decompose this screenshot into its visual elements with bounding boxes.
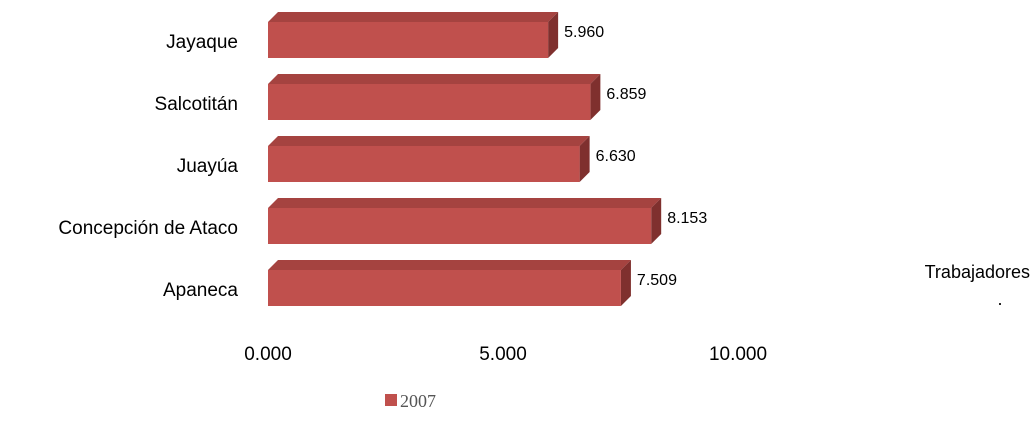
x-axis-title-suffix: . <box>997 289 1002 309</box>
bar <box>268 198 662 244</box>
bar-top-face <box>268 260 631 270</box>
bar-top-face <box>268 198 662 208</box>
category-labels: Apaneca Concepción de Ataco Juayúa Salcotit… <box>58 32 238 301</box>
bar-top-face <box>268 136 590 146</box>
category-label: Apaneca <box>163 280 238 301</box>
bar-side-face <box>620 260 631 306</box>
legend-marker <box>385 394 397 406</box>
bar-series-group <box>268 12 662 306</box>
bar-side-face <box>590 74 601 120</box>
bar-side-face <box>651 198 662 244</box>
bar <box>268 260 631 306</box>
bar-side-face <box>579 136 590 182</box>
legend: 2007 <box>385 391 436 411</box>
bar-front-face <box>268 270 621 306</box>
x-axis-title: Trabajadores <box>925 262 1030 282</box>
x-axis-tick-labels: 0.000 5.000 10.000 <box>244 344 767 365</box>
x-tick-label: 0.000 <box>244 344 292 365</box>
bar-side-face <box>548 12 559 58</box>
category-label: Concepción de Ataco <box>58 218 238 239</box>
category-label: Juayúa <box>177 156 239 177</box>
bar-front-face <box>268 146 580 182</box>
data-labels: 7.509 8.153 6.630 6.859 5.960 <box>564 24 707 289</box>
bar-top-face <box>268 12 559 22</box>
bar-front-face <box>268 208 652 244</box>
x-tick-label: 5.000 <box>479 344 527 365</box>
bar-top-face <box>268 74 601 84</box>
data-label: 6.859 <box>606 86 646 103</box>
data-label: 6.630 <box>596 148 636 165</box>
bar <box>268 74 601 120</box>
x-tick-label: 10.000 <box>709 344 767 365</box>
bar-front-face <box>268 22 549 58</box>
bar <box>268 136 590 182</box>
data-label: 7.509 <box>637 272 677 289</box>
bar-front-face <box>268 84 591 120</box>
bar <box>268 12 559 58</box>
data-label: 5.960 <box>564 24 604 41</box>
category-label: Salcotitán <box>155 94 238 115</box>
data-label: 8.153 <box>667 210 707 227</box>
category-label: Jayaque <box>166 32 238 53</box>
legend-label: 2007 <box>400 391 436 411</box>
